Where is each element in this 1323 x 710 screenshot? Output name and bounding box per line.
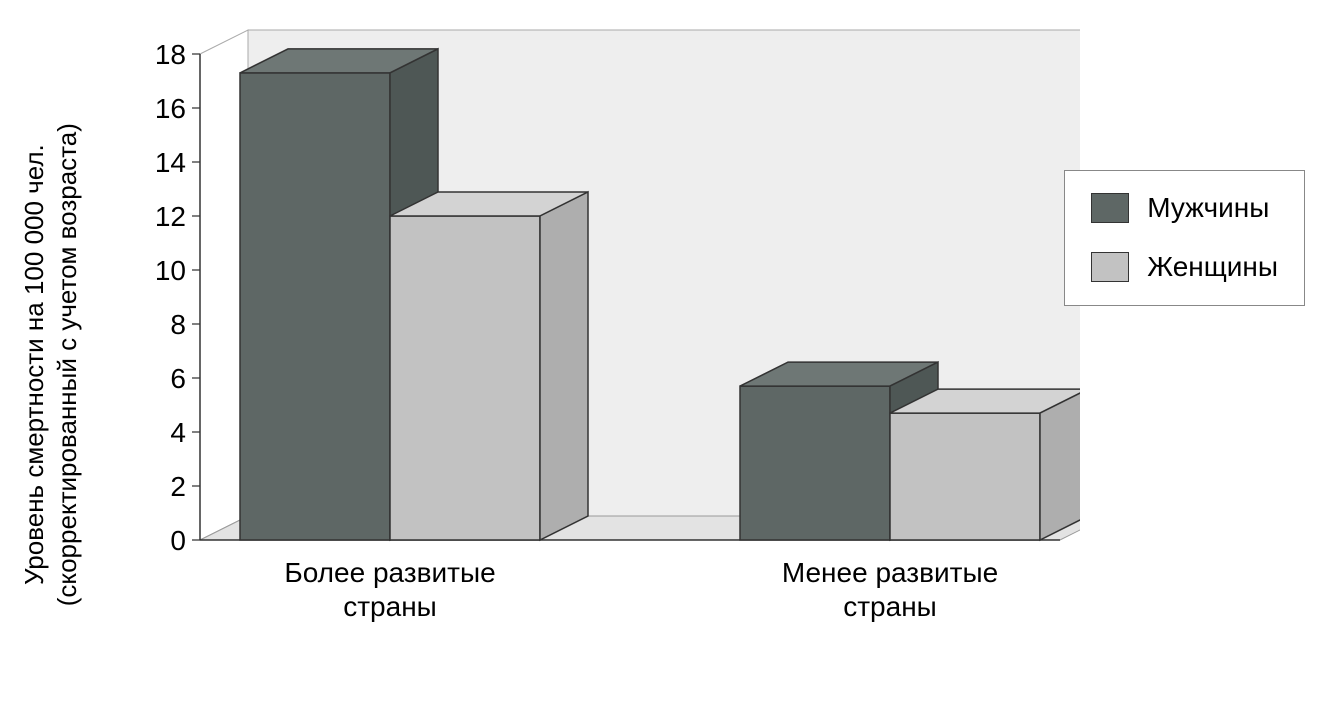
category-label-line1: Менее развитые [782, 557, 998, 588]
bar-side [540, 192, 588, 540]
legend-label-women: Женщины [1147, 252, 1278, 283]
y-axis-label-line1: Уровень смертности на 100 000 чел. [19, 144, 49, 585]
legend-swatch-women [1091, 252, 1129, 282]
figure-root: Уровень смертности на 100 000 чел. (скор… [0, 0, 1323, 710]
y-axis-label: Уровень смертности на 100 000 чел. (скор… [18, 123, 83, 606]
chart-svg: 024681012141618Более развитыестраныМенее… [100, 10, 1080, 650]
chart-area: 024681012141618Более развитыестраныМенее… [100, 10, 1080, 650]
legend: Мужчины Женщины [1064, 170, 1305, 306]
bar-side [1040, 389, 1080, 540]
bar-front [740, 386, 890, 540]
y-tick-label: 16 [155, 93, 186, 124]
legend-label-men: Мужчины [1147, 193, 1269, 224]
bar-front [240, 73, 390, 540]
y-tick-label: 18 [155, 39, 186, 70]
y-tick-label: 6 [170, 363, 186, 394]
y-tick-label: 8 [170, 309, 186, 340]
y-tick-label: 0 [170, 525, 186, 556]
y-tick-label: 12 [155, 201, 186, 232]
y-tick-label: 10 [155, 255, 186, 286]
legend-item-men: Мужчины [1091, 193, 1278, 224]
legend-item-women: Женщины [1091, 252, 1278, 283]
category-label-line2: страны [843, 591, 937, 622]
y-tick-label: 14 [155, 147, 186, 178]
y-axis-label-line2: (скорректированный с учетом возраста) [52, 123, 82, 606]
bar-front [890, 413, 1040, 540]
category-label-line2: страны [343, 591, 437, 622]
y-tick-label: 2 [170, 471, 186, 502]
bar-front [390, 216, 540, 540]
y-tick-label: 4 [170, 417, 186, 448]
legend-swatch-men [1091, 193, 1129, 223]
category-label-line1: Более развитые [284, 557, 495, 588]
